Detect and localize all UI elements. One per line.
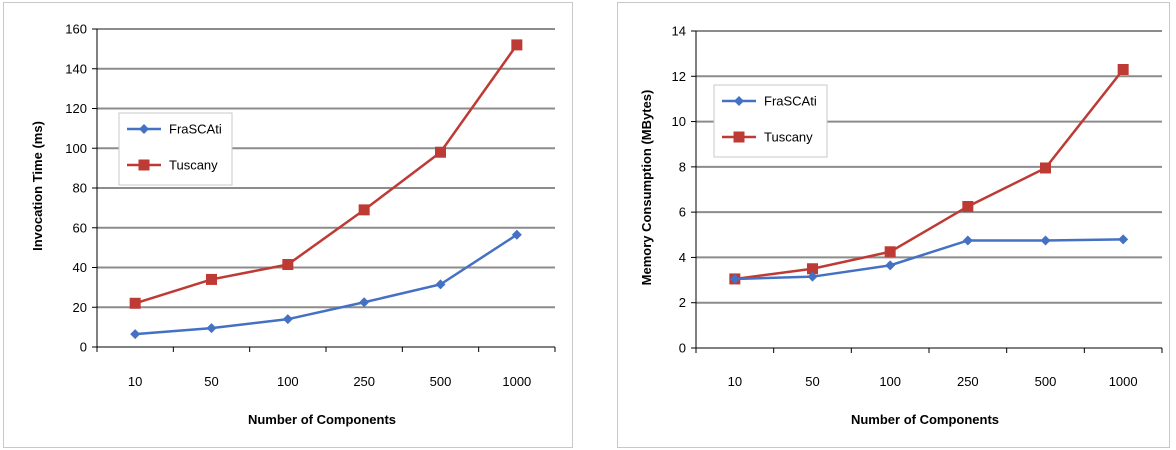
x-tick-label: 1000 (502, 374, 531, 389)
x-tick-label: 250 (353, 374, 375, 389)
frascati-data-point (729, 273, 740, 284)
tuscany-series-line (734, 68, 1125, 281)
legend-marker-tuscany (138, 159, 150, 171)
tuscany-data-point (1117, 63, 1129, 75)
x-tick-label: 500 (430, 374, 452, 389)
tuscany-data-point (1040, 162, 1051, 174)
frascati-series-line (135, 233, 518, 336)
y-tick-label: 100 (65, 141, 87, 156)
x-tick-label: 1000 (1109, 374, 1138, 389)
y-axis-title: Memory Consumption (MBytes) (639, 90, 654, 286)
legend-label-tuscany: Tuscany (764, 130, 813, 145)
y-tick-label: 0 (80, 340, 87, 355)
tuscany-series-line (134, 44, 518, 305)
legend-label-frascati: FraSCAti (169, 122, 222, 137)
x-tick-label: 100 (277, 374, 299, 389)
memory-consumption-chart: 0 2 4 6 8 10 12 14 10 50 100 250 500 1000 Number of Co… (639, 24, 1163, 427)
frascati-data-point (1040, 235, 1051, 246)
frascati-data-point (206, 323, 217, 334)
frascati-data-point (435, 279, 446, 290)
x-tick-label: 500 (1035, 374, 1057, 389)
x-tick-label: 250 (957, 374, 979, 389)
y-tick-label: 12 (672, 69, 686, 84)
legend-marker-tuscany (733, 131, 745, 143)
y-tick-label: 2 (679, 295, 686, 310)
tuscany-data-point (206, 273, 217, 285)
y-tick-label: 14 (672, 24, 686, 39)
tuscany-data-point (129, 297, 141, 309)
y-tick-label: 6 (679, 205, 686, 220)
invocation-time-chart: 0 20 40 60 80 100 120 140 160 10 50 100 250 500 1000 Nu… (30, 22, 556, 427)
frascati-series-line (734, 238, 1124, 281)
x-tick-label: 10 (728, 374, 742, 389)
frascati-data-point (282, 314, 293, 325)
y-tick-label: 8 (679, 159, 686, 174)
tuscany-data-point (884, 246, 896, 258)
tuscany-data-point (511, 39, 523, 51)
x-axis-title: Number of Components (248, 412, 396, 427)
legend-marker-frascati (139, 124, 149, 134)
x-tick-label: 100 (879, 374, 901, 389)
y-tick-label: 4 (679, 250, 686, 265)
legend-box (118, 112, 233, 186)
x-tick-label: 10 (128, 374, 142, 389)
x-tick-label: 50 (805, 374, 819, 389)
legend-marker-frascati (734, 96, 744, 106)
frascati-data-point (962, 235, 973, 246)
y-tick-label: 10 (672, 114, 686, 129)
memory-consumption-chart-panel: 0 2 4 6 8 10 12 14 10 50 100 250 500 1000 Number of Co… (617, 2, 1170, 448)
frascati-data-point (359, 297, 370, 308)
legend-box (713, 84, 828, 158)
frascati-data-point (885, 260, 896, 271)
invocation-time-chart-panel: 0 20 40 60 80 100 120 140 160 10 50 100 250 500 1000 Nu… (3, 2, 573, 448)
x-tick-label: 50 (204, 374, 218, 389)
y-tick-label: 0 (679, 341, 686, 356)
tuscany-data-point (435, 146, 446, 158)
y-axis-title: Invocation Time (ms) (30, 121, 45, 251)
tuscany-data-point (282, 259, 294, 271)
tuscany-data-point (962, 200, 974, 212)
x-axis-title: Number of Components (851, 412, 999, 427)
y-tick-label: 40 (73, 260, 87, 275)
y-tick-label: 80 (73, 181, 87, 196)
y-tick-label: 60 (73, 220, 87, 235)
legend-label-tuscany: Tuscany (169, 158, 218, 173)
tuscany-data-point (358, 204, 370, 216)
frascati-data-point (1118, 234, 1129, 245)
y-tick-label: 120 (65, 101, 87, 116)
frascati-data-point (130, 329, 141, 340)
legend-label-frascati: FraSCAti (764, 94, 817, 109)
y-tick-label: 20 (73, 300, 87, 315)
tuscany-data-point (807, 263, 818, 275)
frascati-data-point (807, 271, 818, 282)
y-tick-label: 140 (65, 61, 87, 76)
y-tick-label: 160 (65, 22, 87, 37)
